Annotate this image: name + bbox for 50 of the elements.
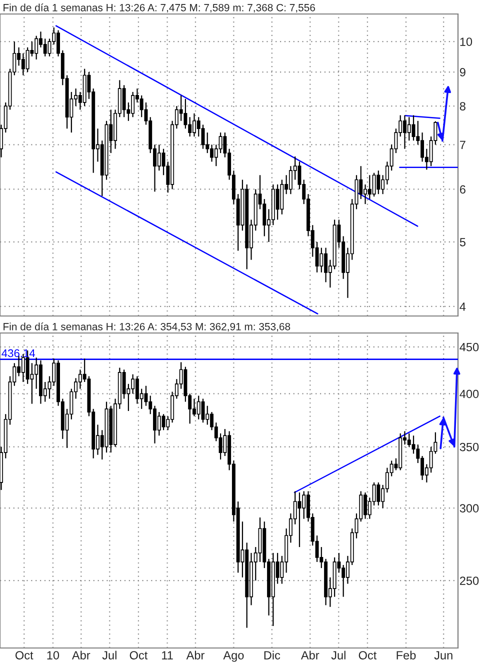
x-tick-label: Abr: [300, 650, 320, 660]
candlestick: [412, 435, 416, 454]
x-tick-label: Jul: [102, 650, 116, 660]
y-tick-label: 5: [460, 238, 466, 246]
candlestick: [206, 405, 210, 426]
x-tick-label: Oct: [358, 651, 377, 660]
x-tick-label: Jul: [331, 650, 346, 660]
candlestick: [26, 46, 30, 73]
y-tick-label: 300: [460, 504, 479, 512]
candlestick: [407, 116, 411, 142]
candlestick: [179, 94, 183, 122]
x-tick-label: 10: [47, 651, 60, 660]
candlestick: [140, 94, 144, 118]
y-tick-label: 450: [460, 342, 479, 352]
x-tick-label: Abr: [72, 650, 90, 660]
x-tick-label: Abr: [186, 650, 204, 660]
x-tick-label: Dic: [264, 650, 280, 660]
chart-title: Fin de día 1 semanas H: 13:26 A: 7,475 M: 7,589 m: 7,368 C: 7,556: [4, 4, 315, 13]
candlestick: [302, 490, 306, 520]
x-tick-label: 11: [162, 651, 173, 660]
candlestick: [276, 184, 280, 220]
candlestick: [206, 132, 210, 154]
y-tick-label: 250: [460, 576, 479, 585]
y-tick-label: 400: [460, 390, 479, 398]
candlestick: [376, 170, 380, 195]
candlestick: [184, 98, 188, 130]
y-tick-label: 4: [460, 302, 466, 311]
x-tick-label: Oct: [16, 651, 34, 660]
y-tick-label: 350: [460, 442, 479, 452]
y-tick-label: 7: [460, 140, 466, 149]
x-tick-label: Ago: [223, 651, 244, 662]
x-tick-label: Oct: [130, 651, 148, 660]
candlestick: [376, 482, 380, 506]
candlestick: [372, 172, 376, 198]
y-tick-label: 6: [460, 185, 466, 194]
candlestick: [320, 247, 324, 273]
y-tick-label: 9: [460, 68, 466, 76]
candlestick: [122, 84, 126, 118]
candlestick: [162, 414, 166, 431]
chart-title: Fin de día 1 semanas H: 13:26 A: 354,53 M: 362,91 m: 353,68: [4, 322, 290, 332]
candlestick: [429, 446, 433, 474]
candlestick: [298, 492, 302, 548]
candlestick: [196, 395, 200, 420]
candlestick: [218, 132, 222, 154]
y-tick-label: 10: [460, 38, 472, 46]
candlestick: [407, 432, 411, 448]
candlestick: [43, 38, 47, 57]
x-tick-label: Jun: [434, 651, 452, 660]
y-tick-label: 8: [460, 102, 466, 110]
x-tick-label: Feb: [396, 650, 416, 660]
